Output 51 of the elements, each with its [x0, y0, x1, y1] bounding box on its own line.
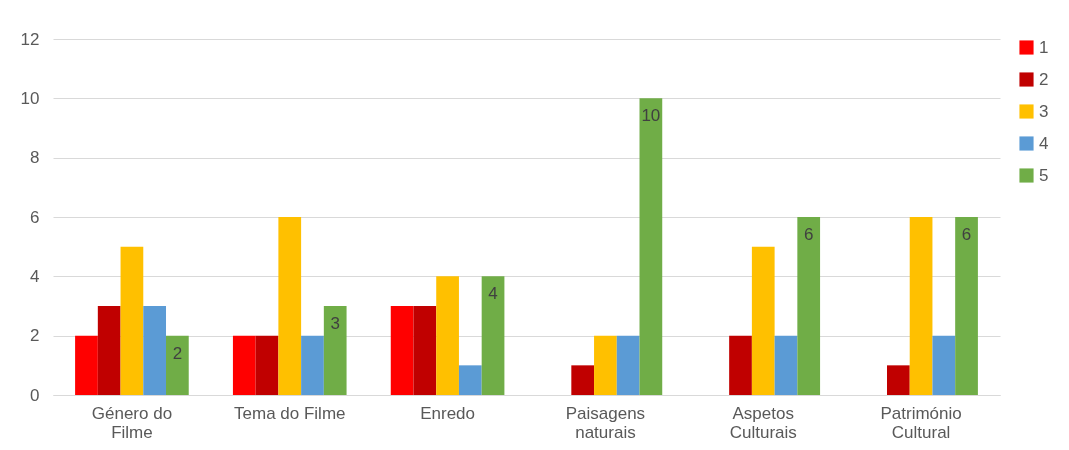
bar — [166, 335, 189, 395]
x-tick-label: Património Cultural — [880, 403, 962, 442]
data-label: 3 — [330, 314, 340, 333]
bar — [436, 276, 459, 395]
bar — [774, 335, 798, 395]
bar — [120, 246, 144, 395]
legend-label: 1 — [1039, 37, 1049, 57]
bar — [886, 365, 910, 395]
y-tick-label: 10 — [20, 88, 40, 108]
y-tick-label: 4 — [30, 266, 40, 286]
bar — [751, 246, 775, 395]
bar — [797, 217, 821, 395]
bar — [75, 335, 98, 395]
bar — [323, 306, 347, 395]
bar — [390, 306, 414, 395]
x-tick-label: Tema do Filme — [234, 403, 346, 423]
y-tick-label: 2 — [30, 326, 40, 346]
bar — [616, 335, 640, 395]
y-tick-label: 12 — [20, 29, 40, 49]
bar — [301, 335, 324, 395]
bar — [909, 217, 933, 395]
bar — [594, 335, 617, 395]
bar — [97, 306, 121, 395]
legend-label: 4 — [1039, 133, 1049, 153]
data-label: 2 — [172, 343, 183, 363]
legend-label: 3 — [1039, 101, 1049, 121]
bar — [458, 365, 482, 395]
data-label: 6 — [803, 225, 814, 244]
bar — [571, 365, 595, 395]
x-tick-label: Paisagens naturais — [565, 403, 646, 442]
data-label: 10 — [641, 106, 661, 126]
y-tick-label: 6 — [30, 207, 40, 227]
y-tick-label: 0 — [30, 385, 40, 405]
x-tick-label: Género do Filme — [91, 403, 173, 442]
bar — [278, 217, 302, 395]
x-tick-label: Aspetos Culturais — [729, 403, 797, 442]
bar — [932, 335, 956, 395]
x-tick-label: Enredo — [420, 403, 475, 423]
bar — [639, 98, 663, 395]
bar — [955, 217, 978, 395]
y-tick-label: 8 — [30, 148, 40, 168]
bar — [413, 306, 437, 395]
bar — [481, 276, 505, 395]
legend-label: 2 — [1039, 69, 1049, 89]
bar — [232, 335, 256, 395]
bar — [255, 335, 279, 395]
bar — [729, 335, 752, 395]
data-label: 6 — [961, 225, 972, 244]
data-label: 4 — [488, 284, 498, 304]
bar — [143, 306, 167, 395]
legend-label: 5 — [1039, 165, 1049, 185]
